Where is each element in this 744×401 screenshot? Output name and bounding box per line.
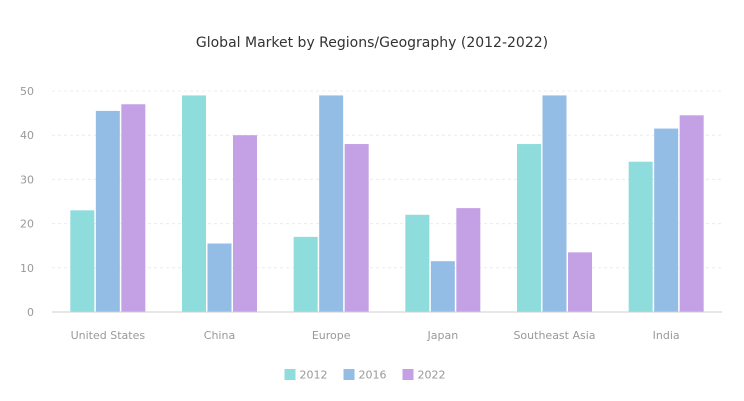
bar-2012	[628, 161, 653, 312]
x-category-label: Europe	[312, 329, 351, 342]
bar-2022	[121, 104, 146, 312]
x-category-label: China	[204, 329, 235, 342]
legend-swatch	[402, 369, 414, 380]
legend-label: 2022	[418, 369, 446, 382]
chart-title: Global Market by Regions/Geography (2012…	[196, 35, 548, 51]
legend-label: 2016	[359, 369, 387, 382]
legend-swatch	[343, 369, 355, 380]
y-tick-label: 20	[20, 218, 34, 231]
gridlines	[52, 90, 722, 269]
bar-2016	[430, 261, 455, 312]
y-tick-label: 30	[20, 173, 34, 186]
y-tick-label: 40	[20, 129, 34, 142]
x-category-label: United States	[71, 329, 146, 342]
bar-2022	[456, 208, 481, 312]
x-axis-categories: United States China Europe Japan Southeast A…	[71, 329, 680, 342]
bar-2022	[568, 252, 592, 312]
bar-2012	[405, 214, 430, 312]
bar-2022	[233, 135, 257, 312]
y-tick-label: 50	[20, 85, 34, 98]
bar-2022	[344, 144, 369, 312]
x-category-label: India	[653, 329, 680, 342]
y-tick-label: 0	[27, 306, 34, 319]
bar-2022	[679, 115, 704, 312]
bar-2012	[293, 236, 318, 312]
bar-2012	[182, 95, 206, 312]
legend: 2012 2016 2022	[284, 369, 446, 382]
bar-2012	[70, 210, 95, 312]
bar-2016	[542, 95, 567, 312]
bar-2016	[654, 128, 679, 312]
x-category-label: Southeast Asia	[513, 329, 595, 342]
y-axis-ticks: 0 10 20 30 40 50	[20, 85, 34, 319]
bars	[70, 95, 704, 312]
legend-label: 2012	[300, 369, 328, 382]
x-category-label: Japan	[426, 329, 458, 342]
y-tick-label: 10	[20, 262, 34, 275]
legend-swatch	[284, 369, 296, 380]
bar-2016	[95, 110, 120, 312]
bar-2012	[517, 144, 541, 312]
bar-2016	[207, 243, 232, 312]
bar-2016	[319, 95, 344, 312]
